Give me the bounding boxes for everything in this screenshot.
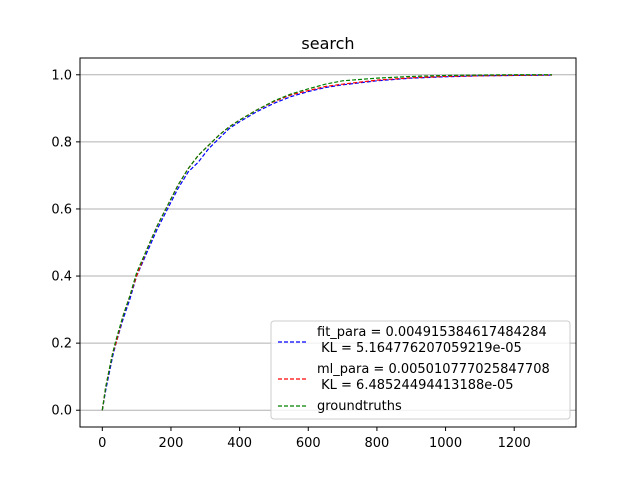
y-tick-label: 0.0	[51, 404, 72, 419]
x-tick-label: 400	[227, 436, 252, 451]
legend-entry-fit-para-label: fit_para = 0.004915384617484284	[317, 325, 547, 340]
y-tick-label: 0.4	[51, 270, 72, 285]
x-tick-label: 1200	[498, 436, 531, 451]
y-tick-label: 0.8	[51, 135, 72, 150]
chart-title: search	[301, 34, 354, 53]
x-tick-label: 600	[296, 436, 321, 451]
x-tick-label: 1000	[429, 436, 462, 451]
x-tick-label: 800	[364, 436, 389, 451]
y-tick-label: 1.0	[51, 68, 72, 83]
tick-layer: 0.0 0.2 0.4 0.6 0.8 1.0 0 200 400 600 800 1000 1200	[51, 68, 530, 451]
x-tick-label: 200	[159, 436, 184, 451]
y-tick-label: 0.2	[51, 337, 72, 352]
x-tick-label: 0	[98, 436, 106, 451]
legend: fit_para = 0.004915384617484284 KL = 5.1…	[270, 320, 571, 420]
legend-entry-ml-para-kl: KL = 6.48524494413188e-05	[317, 378, 514, 393]
legend-entry-fit-para-kl: KL = 5.164776207059219e-05	[317, 341, 522, 356]
y-tick-label: 0.6	[51, 202, 72, 217]
legend-entry-groundtruths-label: groundtruths	[317, 399, 402, 414]
fit-para-line	[101, 74, 552, 411]
series-layer	[101, 74, 552, 411]
legend-box	[270, 320, 571, 420]
plot-frame	[79, 57, 577, 428]
legend-entry-ml-para-label: ml_para = 0.005010777025847708	[317, 362, 550, 377]
groundtruths-line	[101, 74, 552, 411]
